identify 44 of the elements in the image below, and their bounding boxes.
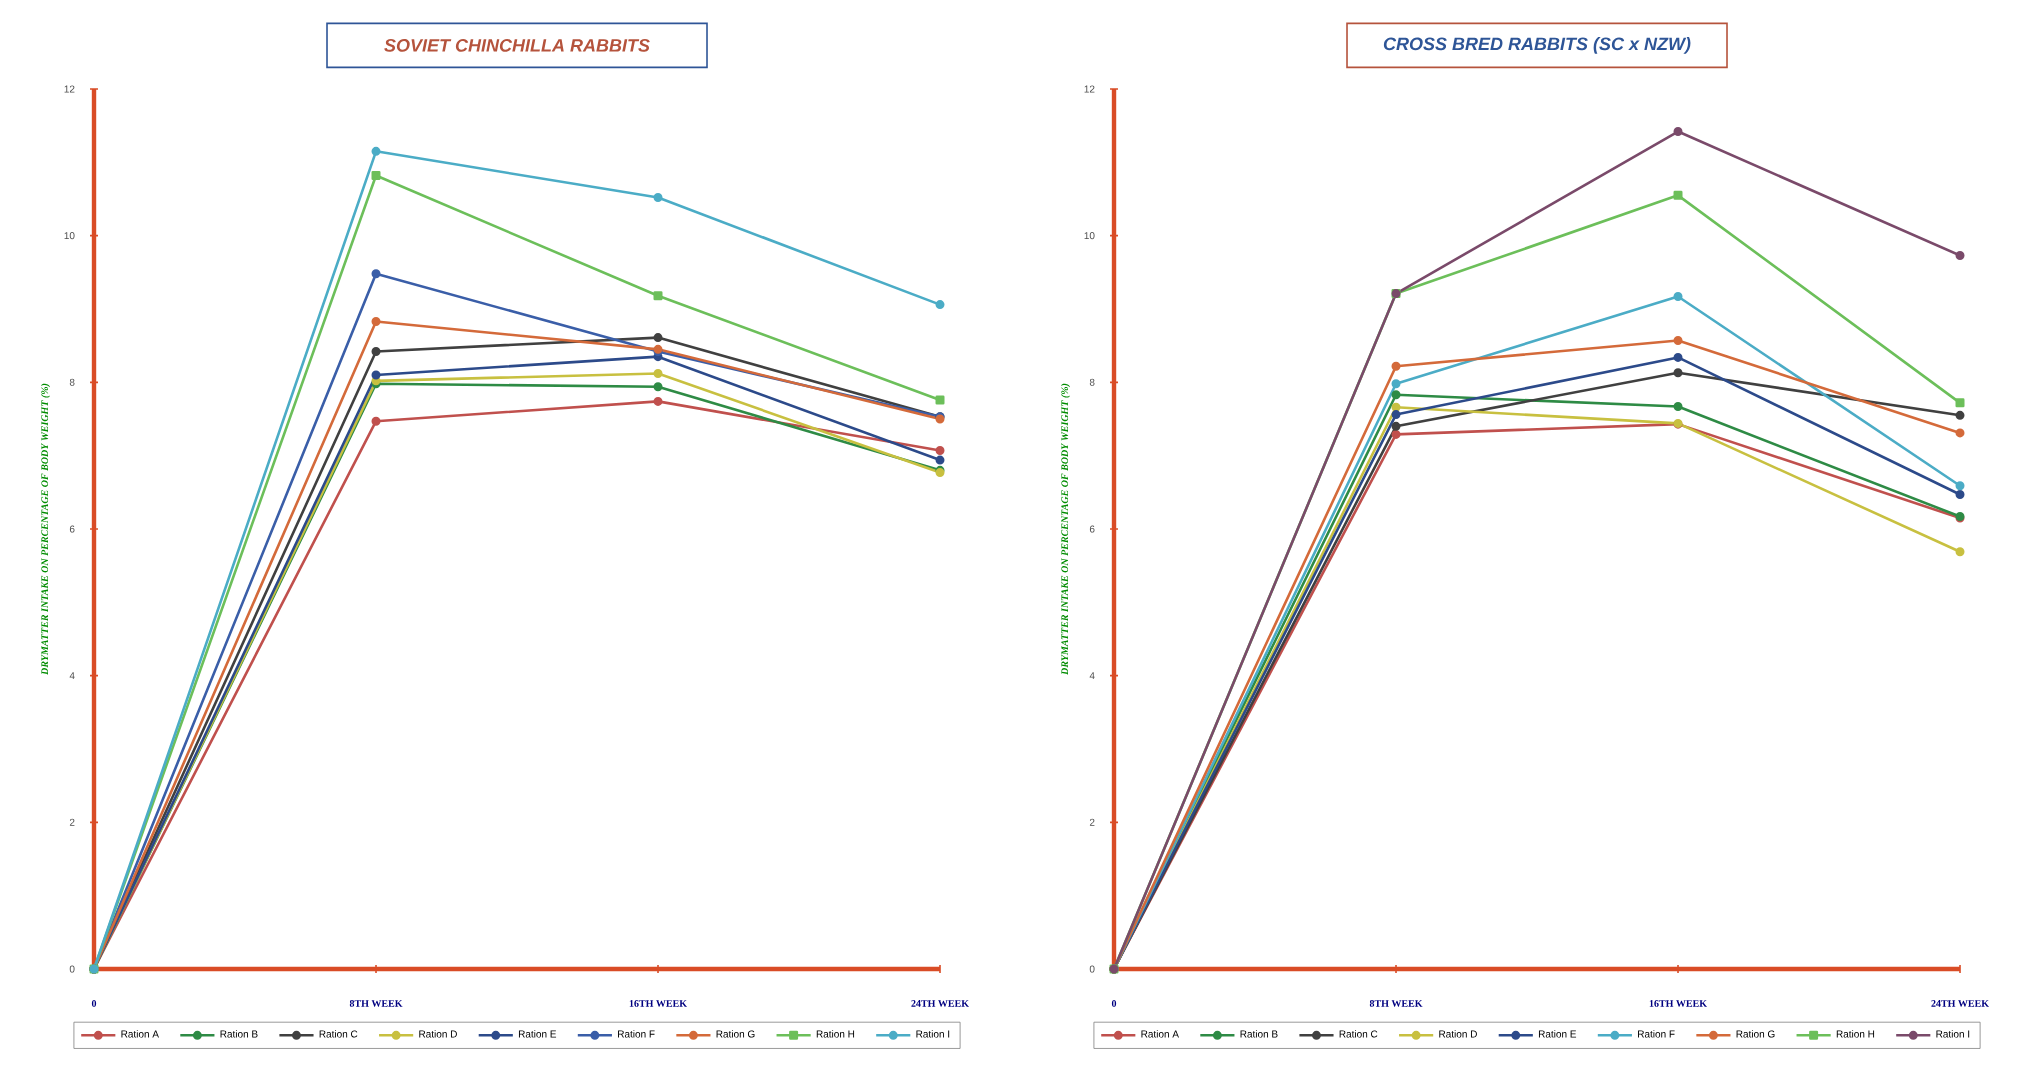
legend-label: Ration I [1936, 1030, 1970, 1038]
legend-label: Ration A [1141, 1030, 1179, 1038]
x-tick-label: 16TH WEEK [1649, 1000, 1707, 1007]
legend-label: Ration G [716, 1030, 755, 1038]
x-tick-label: 0 [91, 1000, 97, 1007]
legend-label: Ration E [1538, 1030, 1577, 1038]
legend-label: Ration F [618, 1030, 655, 1038]
x-tick-label: 16TH WEEK [629, 1000, 687, 1007]
legend-label: Ration B [1240, 1030, 1278, 1038]
y-axis-title: DRYMATTER INTAKE ON PERCENTAGE OF BODY WEIGHT (%) [1061, 383, 1071, 675]
y-tick-label: 8 [1089, 378, 1095, 386]
x-tick-label: 24TH WEEK [1931, 1000, 1989, 1007]
legend-label: Ration C [319, 1030, 358, 1038]
legend-label: Ration D [419, 1030, 457, 1038]
y-tick-label: 0 [1089, 965, 1095, 973]
chart-title: CROSS BRED RABBITS (SC x NZW) [1383, 37, 1691, 54]
x-tick-label: 24TH WEEK [911, 1000, 969, 1007]
y-tick-label: 12 [64, 85, 75, 93]
legend-label: Ration D [1439, 1030, 1477, 1038]
x-tick-label: 0 [1111, 1000, 1117, 1007]
y-tick-label: 10 [1084, 232, 1095, 240]
legend-label: Ration C [1339, 1030, 1378, 1038]
legend-label: Ration H [816, 1030, 855, 1038]
y-tick-label: 2 [69, 818, 75, 826]
y-tick-label: 4 [1089, 672, 1095, 680]
y-tick-label: 8 [69, 378, 75, 386]
legend-label: Ration I [916, 1030, 950, 1038]
legend-label: Ration G [1736, 1030, 1775, 1038]
legend-label: Ration H [1836, 1030, 1875, 1038]
legend-label: Ration F [1638, 1030, 1675, 1038]
legend-label: Ration E [518, 1030, 557, 1038]
x-tick-label: 8TH WEEK [349, 1000, 403, 1007]
legend-label: Ration B [220, 1030, 258, 1038]
y-tick-label: 4 [69, 672, 75, 680]
y-tick-label: 6 [69, 525, 75, 533]
y-axis-title: DRYMATTER INTAKE ON PERCENTAGE OF BODY WEIGHT (%) [41, 383, 51, 675]
y-tick-label: 6 [1089, 525, 1095, 533]
legend-label: Ration A [121, 1030, 159, 1038]
x-tick-label: 8TH WEEK [1369, 1000, 1423, 1007]
y-tick-label: 0 [69, 965, 75, 973]
y-tick-label: 2 [1089, 818, 1095, 826]
chart-title: SOVIET CHINCHILLA RABBITS [384, 39, 650, 52]
y-tick-label: 12 [1084, 85, 1095, 93]
y-tick-label: 10 [64, 232, 75, 240]
